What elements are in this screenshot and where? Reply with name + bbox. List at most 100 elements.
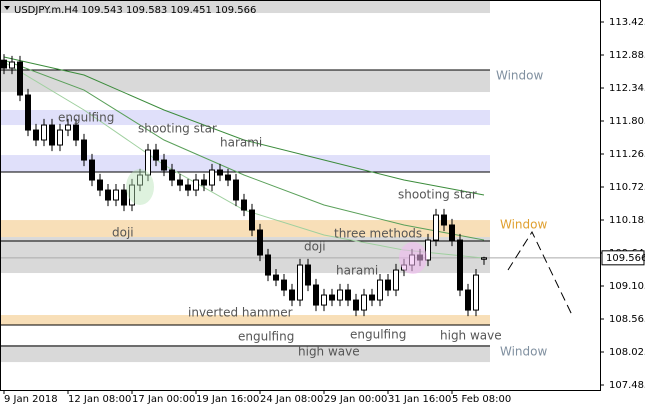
y-tick-label: 109.105 <box>609 281 645 292</box>
candle-body <box>209 169 215 186</box>
x-tick-label: 17 Jan 00:00 <box>132 394 195 405</box>
annotation: inverted hammer <box>188 306 293 320</box>
candle-body <box>249 209 255 231</box>
candle-body <box>329 294 335 301</box>
candle-body <box>265 254 271 276</box>
annotation: doji <box>112 226 134 240</box>
y-tick-label: 110.185 <box>609 215 645 226</box>
highlight <box>399 242 427 274</box>
y-tick-label: 110.725 <box>609 182 645 193</box>
annotation: harami <box>220 136 262 150</box>
y-tick-label: 111.805 <box>609 116 645 127</box>
candle-body <box>161 159 167 171</box>
candle-body <box>449 224 455 241</box>
zone <box>0 155 490 173</box>
zone <box>0 220 490 238</box>
zone <box>0 315 490 326</box>
candle-body <box>73 124 79 141</box>
candle-body <box>177 179 183 186</box>
candle-body <box>9 61 15 69</box>
candle-body <box>385 279 391 291</box>
zone <box>0 0 490 14</box>
annotation: three methods <box>334 227 422 241</box>
candle-body <box>297 264 303 301</box>
x-tick-label: 12 Jan 08:00 <box>68 394 131 405</box>
candle-body <box>465 289 471 311</box>
y-tick-label: 112.885 <box>609 50 645 61</box>
annotation: Window <box>496 69 544 83</box>
candle-body <box>17 61 23 96</box>
candle-body <box>201 179 207 186</box>
candle-body <box>1 59 7 69</box>
x-tick-label: 31 Jan 16:00 <box>388 394 451 405</box>
candle-body <box>137 174 143 186</box>
candle-body <box>113 189 119 201</box>
candle-body <box>129 184 135 206</box>
y-tick-label: 113.425 <box>609 17 645 28</box>
plot <box>0 0 600 363</box>
candle-body <box>273 274 279 281</box>
candle-body <box>217 169 223 176</box>
annotation: harami <box>336 264 378 278</box>
annotation: shooting star <box>398 188 477 202</box>
candle-body <box>233 179 239 201</box>
candle-body <box>441 214 447 226</box>
candle-body <box>225 174 231 181</box>
frame <box>0 0 601 391</box>
annotation: engulfing <box>350 328 406 342</box>
y-tick-label: 108.565 <box>609 314 645 325</box>
candle-body <box>321 294 327 306</box>
x-tick-label: 5 Feb 08:00 <box>452 394 511 405</box>
candle-body <box>25 94 31 131</box>
candle-body <box>121 189 127 206</box>
symbol: USDJPY.m.H4 <box>14 5 78 16</box>
candle-body <box>89 159 95 181</box>
candle-body <box>361 294 367 311</box>
annotation: high wave <box>298 345 360 359</box>
forecast-line <box>507 230 573 316</box>
moving-average <box>3 59 485 241</box>
price-label: 109.566 <box>606 253 645 264</box>
x-tick-label: 24 Jan 08:00 <box>260 394 323 405</box>
annotation: doji <box>304 240 326 254</box>
highlight <box>126 169 154 205</box>
candle-body <box>481 257 487 260</box>
candle-body <box>169 169 175 181</box>
annotation: high wave <box>440 329 502 343</box>
candle-body <box>425 239 431 261</box>
annotation: engulfing <box>58 111 114 125</box>
header-arrow <box>4 6 10 10</box>
candle-body <box>105 189 111 201</box>
price-label-box <box>601 250 645 266</box>
x-tick-label: 19 Jan 16:00 <box>196 394 259 405</box>
candle-body <box>49 124 55 146</box>
x-tick-label: 29 Jan 00:00 <box>324 394 387 405</box>
annotation: Window <box>500 218 548 232</box>
moving-average <box>3 56 485 196</box>
candle-body <box>97 179 103 191</box>
y-tick-label: 108.025 <box>609 347 645 358</box>
candle-body <box>289 289 295 301</box>
low: 109.451 <box>170 5 211 16</box>
candle-body <box>241 199 247 211</box>
candle-body <box>457 239 463 291</box>
y-tick-label: 111.265 <box>609 149 645 160</box>
annotation: Window <box>500 345 548 359</box>
zone <box>0 70 490 93</box>
candle-body <box>313 284 319 306</box>
candle-body <box>65 124 71 131</box>
open: 109.543 <box>81 5 122 16</box>
candle-body <box>369 294 375 301</box>
candle-body <box>145 149 151 176</box>
candle-body <box>377 279 383 301</box>
annotation: shooting star <box>138 122 217 136</box>
candle-body <box>345 289 351 301</box>
candle-body <box>153 149 159 161</box>
candle-body <box>257 229 263 256</box>
x-tick-label: 9 Jan 2018 <box>4 394 58 405</box>
candle-body <box>433 214 439 241</box>
candle-body <box>337 289 343 301</box>
candle-body <box>393 269 399 291</box>
candle-body <box>473 274 479 311</box>
